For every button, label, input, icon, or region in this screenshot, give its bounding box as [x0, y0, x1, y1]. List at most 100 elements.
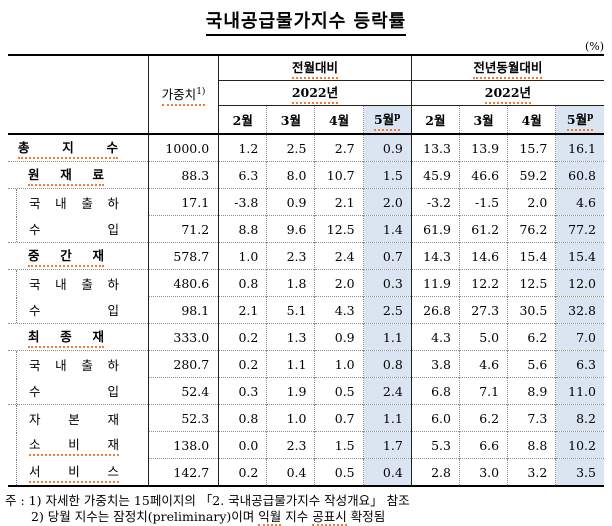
- weight-cell: 142.7: [147, 458, 219, 486]
- month-header-yoy-apr: 4월: [507, 105, 556, 135]
- value-cell: 0.8: [362, 350, 412, 378]
- value-cell: -3.8: [218, 188, 267, 216]
- weight-label: 가중치1): [161, 84, 206, 106]
- value-cell: 5.1: [266, 296, 315, 324]
- value-cell: 2.5: [362, 296, 412, 324]
- unit-label: (%): [584, 40, 604, 53]
- value-cell: 61.9: [410, 215, 460, 243]
- value-cell: 2.1: [314, 188, 364, 216]
- table-row: 총 지 수 1000.0 1.2 2.5 2.7 0.9 13.3 13.9 15.7 16.1: [8, 134, 604, 162]
- value-cell: 12.2: [458, 269, 508, 297]
- value-cell: 0.9: [362, 134, 412, 162]
- weight-cell: 71.2: [147, 215, 219, 243]
- value-cell: 3.0: [458, 458, 508, 486]
- weight-cell: 480.6: [147, 269, 219, 297]
- month-header-mom-feb: 2월: [218, 105, 267, 135]
- value-cell: 10.7: [314, 161, 364, 189]
- value-cell: 1.5: [314, 431, 364, 459]
- value-cell: 27.3: [458, 296, 508, 324]
- value-cell: 0.7: [362, 242, 412, 270]
- value-cell: 26.8: [410, 296, 460, 324]
- table-row: 서 비 스 142.7 0.2 0.4 0.5 0.4 2.8 3.0 3.2 3.5: [8, 458, 604, 486]
- value-cell: 4.3: [410, 323, 460, 351]
- table-row: 원 재 료 88.3 6.3 8.0 10.7 1.5 45.9 46.6 59.2 60.8: [8, 161, 604, 189]
- table-row: 수 입 71.2 8.8 9.6 12.5 1.4 61.9 61.2 76.2 77.2: [8, 215, 604, 243]
- value-cell: 30.5: [507, 296, 556, 324]
- value-cell: 5.0: [458, 323, 508, 351]
- value-cell: 77.2: [555, 215, 604, 243]
- value-cell: 0.3: [362, 269, 412, 297]
- value-cell: 61.2: [458, 215, 508, 243]
- value-cell: 15.4: [555, 242, 604, 270]
- weight-cell: 52.4: [147, 377, 219, 405]
- value-cell: 3.8: [410, 350, 460, 378]
- weight-cell: 138.0: [147, 431, 219, 459]
- value-cell: 2.3: [266, 242, 315, 270]
- value-cell: 5.3: [410, 431, 460, 459]
- value-cell: 4.6: [458, 350, 508, 378]
- preliminary-mark: p: [394, 111, 401, 122]
- footnote: 주 : 1) 자세한 가중치는 15페이지의 「2. 국내공급물가지수 작성개요…: [5, 493, 410, 508]
- value-cell: 11.9: [410, 269, 460, 297]
- value-cell: 8.9: [507, 377, 556, 405]
- value-cell: 6.6: [458, 431, 508, 459]
- month-header-mom-apr: 4월: [314, 105, 364, 135]
- weight-cell: 578.7: [147, 242, 219, 270]
- value-cell: 15.4: [507, 242, 556, 270]
- value-cell: 8.8: [507, 431, 556, 459]
- table-row: 국 내 출 하 17.1 -3.8 0.9 2.1 2.0 -3.2 -1.5 2.0 4.6: [8, 188, 604, 216]
- value-cell: 12.5: [314, 215, 364, 243]
- table-row: 최 종 재 333.0 0.2 1.3 0.9 1.1 4.3 5.0 6.2 7.0: [8, 323, 604, 351]
- value-cell: 1.8: [266, 269, 315, 297]
- yoy-year-header: 2022년: [410, 80, 604, 106]
- weight-cell: 1000.0: [147, 134, 219, 162]
- table-row: 소 비 재 138.0 0.0 2.3 1.5 1.7 5.3 6.6 8.8 10.2: [8, 431, 604, 459]
- value-cell: 0.3: [218, 377, 267, 405]
- value-cell: 4.6: [555, 188, 604, 216]
- preliminary-mark: p: [587, 111, 594, 122]
- value-cell: 6.3: [555, 350, 604, 378]
- supply-price-index-table: 가중치1) 전월대비 전년동월대비 2022년 2022년 2월 3월 4월 5…: [8, 54, 604, 487]
- value-cell: 2.4: [314, 242, 364, 270]
- value-cell: 2.5: [266, 134, 315, 162]
- value-cell: 9.6: [266, 215, 315, 243]
- value-cell: 8.8: [218, 215, 267, 243]
- table-row: 중 간 재 578.7 1.0 2.3 2.4 0.7 14.3 14.6 15.4 15.4: [8, 242, 604, 270]
- value-cell: 2.1: [218, 296, 267, 324]
- value-cell: 46.6: [458, 161, 508, 189]
- month-header-yoy-mar: 3월: [458, 105, 508, 135]
- value-cell: -1.5: [458, 188, 508, 216]
- value-cell: 3.5: [555, 458, 604, 486]
- value-cell: 13.9: [458, 134, 508, 162]
- weight-cell: 52.3: [147, 404, 219, 432]
- value-cell: 60.8: [555, 161, 604, 189]
- value-cell: 2.8: [410, 458, 460, 486]
- value-cell: 0.4: [362, 458, 412, 486]
- value-cell: 13.3: [410, 134, 460, 162]
- value-cell: 14.6: [458, 242, 508, 270]
- value-cell: 10.2: [555, 431, 604, 459]
- value-cell: 4.3: [314, 296, 364, 324]
- value-cell: 7.3: [507, 404, 556, 432]
- value-cell: 1.4: [362, 215, 412, 243]
- mom-year-header: 2022년: [218, 80, 412, 106]
- value-cell: 6.0: [410, 404, 460, 432]
- value-cell: 1.7: [362, 431, 412, 459]
- month-header-mom-mar: 3월: [266, 105, 315, 135]
- table-header: 가중치1) 전월대비 전년동월대비 2022년 2022년 2월 3월 4월 5…: [8, 55, 604, 135]
- month-header-mom-may: 5월p: [362, 105, 412, 135]
- weight-cell: 88.3: [147, 161, 219, 189]
- table-row: 수 입 52.4 0.3 1.9 0.5 2.4 6.8 7.1 8.9 11.0: [8, 377, 604, 405]
- value-cell: 7.0: [555, 323, 604, 351]
